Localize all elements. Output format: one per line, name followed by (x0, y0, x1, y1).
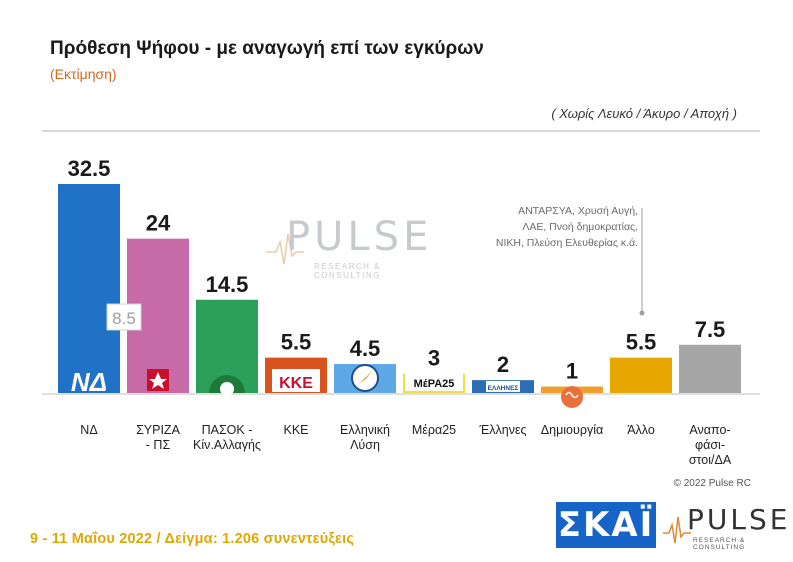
data-label: 1 (566, 359, 578, 384)
pulse-watermark: PULSE RESEARCH & CONSULTING (266, 212, 446, 280)
bar (58, 184, 120, 393)
pulse-wave-icon (266, 233, 304, 265)
pulse-logo: PULSE RESEARCH & CONSULTING (663, 503, 787, 551)
watermark-word: PULSE (286, 214, 433, 260)
category-label: Άλλο (627, 423, 655, 437)
compass-needle (359, 371, 372, 384)
ellines-logo-text: ΕΛΛΗΝΕΣ (488, 385, 519, 392)
mera25-logo-text: ΜέΡΑ25 (414, 378, 455, 390)
skai-logo: ΣΚΑΪ (556, 502, 656, 548)
data-label: 14.5 (206, 272, 249, 297)
gap-label: 8.5 (112, 309, 136, 328)
mera25-logo (405, 373, 463, 391)
data-label: 24 (146, 211, 171, 236)
kke-logo-text: ΚΚΕ (279, 375, 313, 392)
data-label: 5.5 (626, 330, 657, 355)
category-label: ΠΑΣΟΚ - (202, 423, 253, 437)
kke-logo (272, 369, 320, 392)
chart-title: Πρόθεση Ψήφου - με αναγωγή επί των εγκύρ… (50, 38, 484, 59)
pulse-logo-word: PULSE (687, 503, 791, 536)
other-parties-note: ΑΝΤΑΡΣΥΑ, Χρυσή Αυγή, ΛΑΕ, Πνοή δημοκρατ… (470, 203, 638, 251)
bar (679, 344, 741, 393)
category-label: Λύση (350, 438, 380, 452)
category-label: φάσι- (695, 438, 725, 452)
data-label: 32.5 (68, 156, 111, 181)
category-label: Μέρα25 (412, 423, 456, 437)
star-icon (149, 372, 167, 389)
data-label: 5.5 (281, 330, 312, 355)
category-label: ΣΥΡΙΖΑ (136, 423, 181, 437)
exclusion-note: ( Χωρίς Λευκό / Άκυρο / Αποχή ) (551, 106, 737, 121)
brain-icon (561, 386, 583, 408)
copyright: © 2022 Pulse RC (673, 478, 751, 489)
category-label: Δημιουργία (541, 423, 603, 437)
other-note-line: ΑΝΤΑΡΣΥΑ, Χρυσή Αυγή, (518, 205, 638, 217)
category-label: - ΠΣ (146, 438, 171, 452)
category-label: ΚΚΕ (283, 423, 308, 437)
header-divider (42, 130, 760, 132)
brain-icon-fold (565, 391, 579, 399)
category-label: στοι/ΔΑ (689, 453, 732, 467)
category-label: ΝΔ (80, 423, 97, 437)
data-label: 2 (497, 352, 509, 377)
category-label: Έλληνες (478, 423, 526, 437)
category-label: Αναπο- (689, 423, 730, 437)
data-label: 7.5 (695, 317, 726, 342)
pasok-sun-core (220, 382, 234, 396)
survey-dates-sample: 9 - 11 Μαΐου 2022 / Δείγμα: 1.206 συνεντ… (30, 531, 355, 547)
pulse-logo-subtitle: RESEARCH & CONSULTING (693, 537, 746, 551)
category-label: Ελληνική (340, 423, 390, 437)
other-note-line: ΝΙΚΗ, Πλεύση Ελευθερίας κ.ά. (495, 237, 638, 249)
watermark-subtitle: RESEARCH & CONSULTING (314, 262, 382, 280)
ellines-logo (486, 381, 520, 392)
nd-logo: ΝΔ (71, 367, 107, 397)
data-label: 4.5 (350, 336, 381, 361)
bar (610, 357, 672, 393)
gap-box (106, 303, 142, 331)
chart-subtitle: (Εκτίμηση) (50, 66, 117, 82)
data-label: 3 (428, 346, 440, 371)
other-note-line: ΛΑΕ, Πνοή δημοκρατίας, (522, 221, 638, 233)
pulse-wave-icon (663, 516, 691, 544)
category-label: Κίν.Αλλαγής (193, 438, 261, 452)
other-note-dot (639, 310, 645, 316)
